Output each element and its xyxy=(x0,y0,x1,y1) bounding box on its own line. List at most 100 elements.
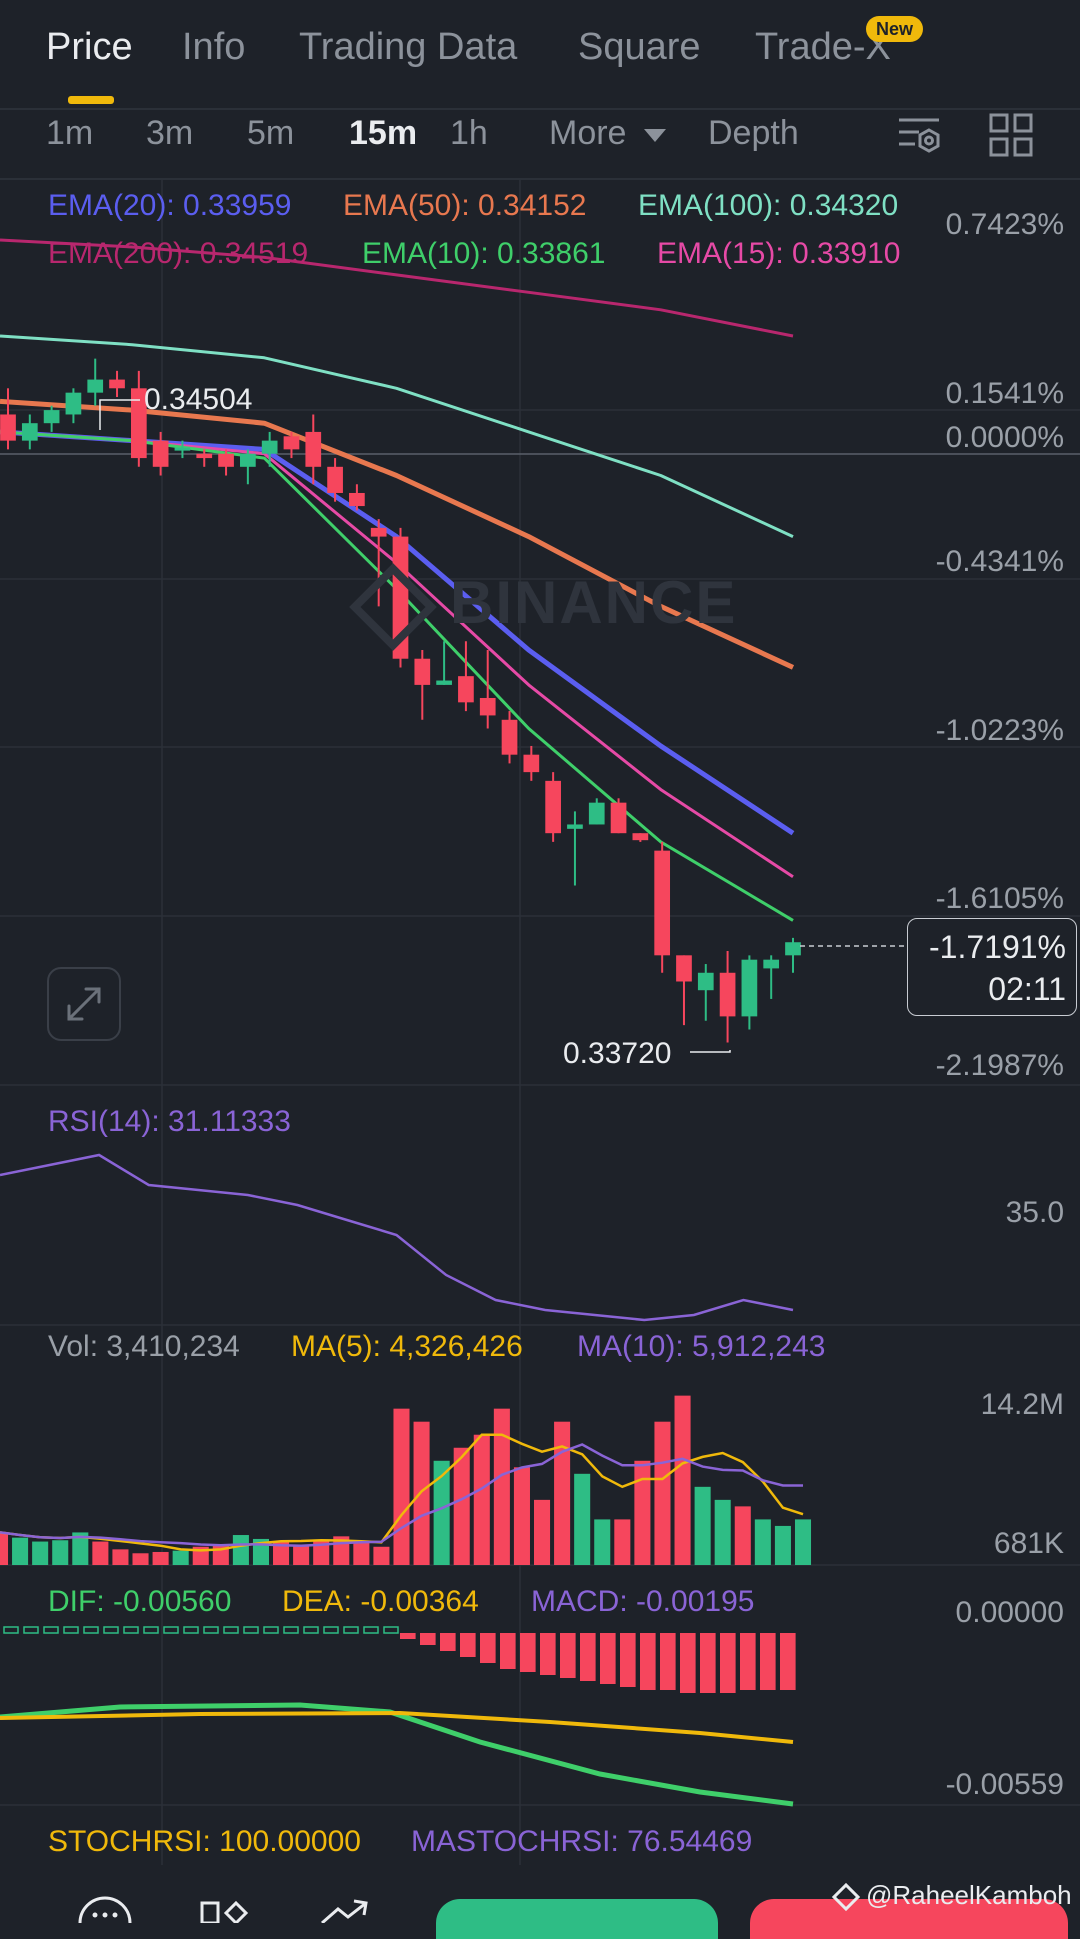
macd-histogram-bar xyxy=(640,1633,656,1690)
macd-histogram-bar xyxy=(720,1633,736,1693)
volume-bar xyxy=(92,1541,109,1565)
candle-body xyxy=(130,388,147,459)
volume-bar xyxy=(654,1421,671,1565)
macd-histogram-bar xyxy=(163,1626,179,1634)
macd-histogram-bar xyxy=(680,1633,696,1693)
macd-histogram-bar xyxy=(500,1633,516,1669)
expand-arrows-icon xyxy=(67,987,101,1021)
tab-info[interactable]: Info xyxy=(182,26,246,68)
ema200-legend: EMA(200): 0.34519 xyxy=(48,237,309,270)
tab-price[interactable]: Price xyxy=(46,26,133,68)
volume-bar xyxy=(353,1542,370,1565)
candle-body xyxy=(523,754,540,773)
volume-bar xyxy=(413,1421,430,1565)
macd-histogram-bar xyxy=(363,1626,379,1634)
volume-bar xyxy=(493,1408,510,1565)
ema200-line xyxy=(0,238,794,338)
candle-body xyxy=(501,719,518,755)
volume-bar xyxy=(714,1499,731,1565)
candle-body xyxy=(240,453,256,467)
candle-body xyxy=(588,802,605,825)
macd-histogram-bar xyxy=(383,1626,399,1634)
candle-body xyxy=(109,379,125,389)
candle-body xyxy=(21,423,38,441)
ema15-legend: EMA(15): 0.33910 xyxy=(657,237,901,270)
volume-bar xyxy=(574,1473,591,1565)
ema10-line xyxy=(0,430,794,922)
low-price-label: 0.33720 xyxy=(563,1037,672,1070)
interval-5m[interactable]: 5m xyxy=(247,114,295,152)
more-dropdown[interactable]: More xyxy=(549,114,666,153)
volume-ma10-line xyxy=(0,1443,803,1547)
macd-histogram-bar xyxy=(243,1626,259,1634)
more-options-icon[interactable] xyxy=(78,1893,132,1923)
macd-histogram-bar xyxy=(540,1633,556,1675)
volume-bar xyxy=(313,1540,330,1565)
volume-bar xyxy=(132,1553,149,1565)
volume-bar xyxy=(794,1519,812,1565)
interval-1h[interactable]: 1h xyxy=(450,114,488,152)
volume-bar xyxy=(12,1537,29,1565)
candle-body xyxy=(349,492,365,507)
buy-button[interactable] xyxy=(436,1899,718,1939)
layout-grid-icon[interactable] xyxy=(988,112,1034,158)
axis-pct-label: -1.0223% xyxy=(935,714,1064,747)
volume-bar xyxy=(674,1395,691,1565)
candle-body xyxy=(654,850,671,956)
macd-histogram-bar xyxy=(420,1633,436,1645)
candle-body xyxy=(676,955,692,982)
macd-histogram-bar xyxy=(323,1626,339,1634)
axis-pct-label: -0.4341% xyxy=(935,545,1064,578)
macd-histogram-bar xyxy=(183,1626,199,1634)
candle-body xyxy=(152,440,169,467)
volume-bar xyxy=(473,1434,490,1565)
candle-body xyxy=(370,527,387,537)
depth-tab[interactable]: Depth xyxy=(708,114,799,152)
interval-15m[interactable]: 15m xyxy=(349,114,418,152)
volume-bar xyxy=(513,1467,530,1565)
macd-histogram-bar xyxy=(580,1633,596,1681)
trend-arrow-icon[interactable] xyxy=(320,1899,370,1923)
volume-bar xyxy=(453,1447,470,1565)
interval-1m[interactable]: 1m xyxy=(46,114,94,152)
macd-axis-bottom: -0.00559 xyxy=(945,1768,1064,1801)
ema20-legend: EMA(20): 0.33959 xyxy=(48,189,292,222)
ema50-legend: EMA(50): 0.34152 xyxy=(343,189,587,222)
macd-histogram-bar xyxy=(143,1626,159,1634)
volume-bar xyxy=(774,1525,791,1565)
candle-body xyxy=(610,802,627,834)
volume-bar xyxy=(152,1551,169,1565)
axis-pct-label: 0.7423% xyxy=(945,208,1064,241)
volume-legend: Vol: 3,410,234 xyxy=(48,1330,240,1363)
active-tab-indicator xyxy=(68,96,114,104)
interval-3m[interactable]: 3m xyxy=(146,114,194,152)
widgets-icon[interactable] xyxy=(200,1901,250,1923)
volume-bar xyxy=(594,1519,611,1565)
axis-pct-label: 0.1541% xyxy=(945,377,1064,410)
candle-body xyxy=(632,833,649,841)
rsi-legend: RSI(14): 31.11333 xyxy=(48,1105,291,1138)
macd-histogram-bar xyxy=(123,1626,139,1634)
binance-watermark: BINANCE xyxy=(349,563,737,651)
axis-pct-label: -1.6105% xyxy=(935,882,1064,915)
macd-histogram-bar xyxy=(520,1633,536,1672)
candle-body xyxy=(697,972,714,991)
tab-square[interactable]: Square xyxy=(578,26,701,68)
macd-dif-legend: DIF: -0.00560 xyxy=(48,1585,232,1618)
volume-axis-top: 14.2M xyxy=(980,1388,1064,1421)
candle-body xyxy=(327,466,343,493)
tab-trading-data[interactable]: Trading Data xyxy=(299,26,518,68)
current-pct: -1.7191% xyxy=(929,929,1066,965)
macd-dif-line xyxy=(0,1702,794,1807)
volume-bar xyxy=(172,1550,189,1565)
indicator-settings-icon[interactable] xyxy=(895,114,943,158)
macd-histogram-bar xyxy=(63,1626,79,1634)
current-price-box: -1.7191% 02:11 xyxy=(907,918,1077,1016)
candle-body xyxy=(458,676,474,703)
volume-bar xyxy=(0,1532,9,1565)
volume-axis-bottom: 681K xyxy=(993,1527,1064,1560)
fullscreen-button[interactable] xyxy=(47,967,121,1041)
candle-body xyxy=(392,536,409,659)
volume-bar xyxy=(554,1421,571,1565)
